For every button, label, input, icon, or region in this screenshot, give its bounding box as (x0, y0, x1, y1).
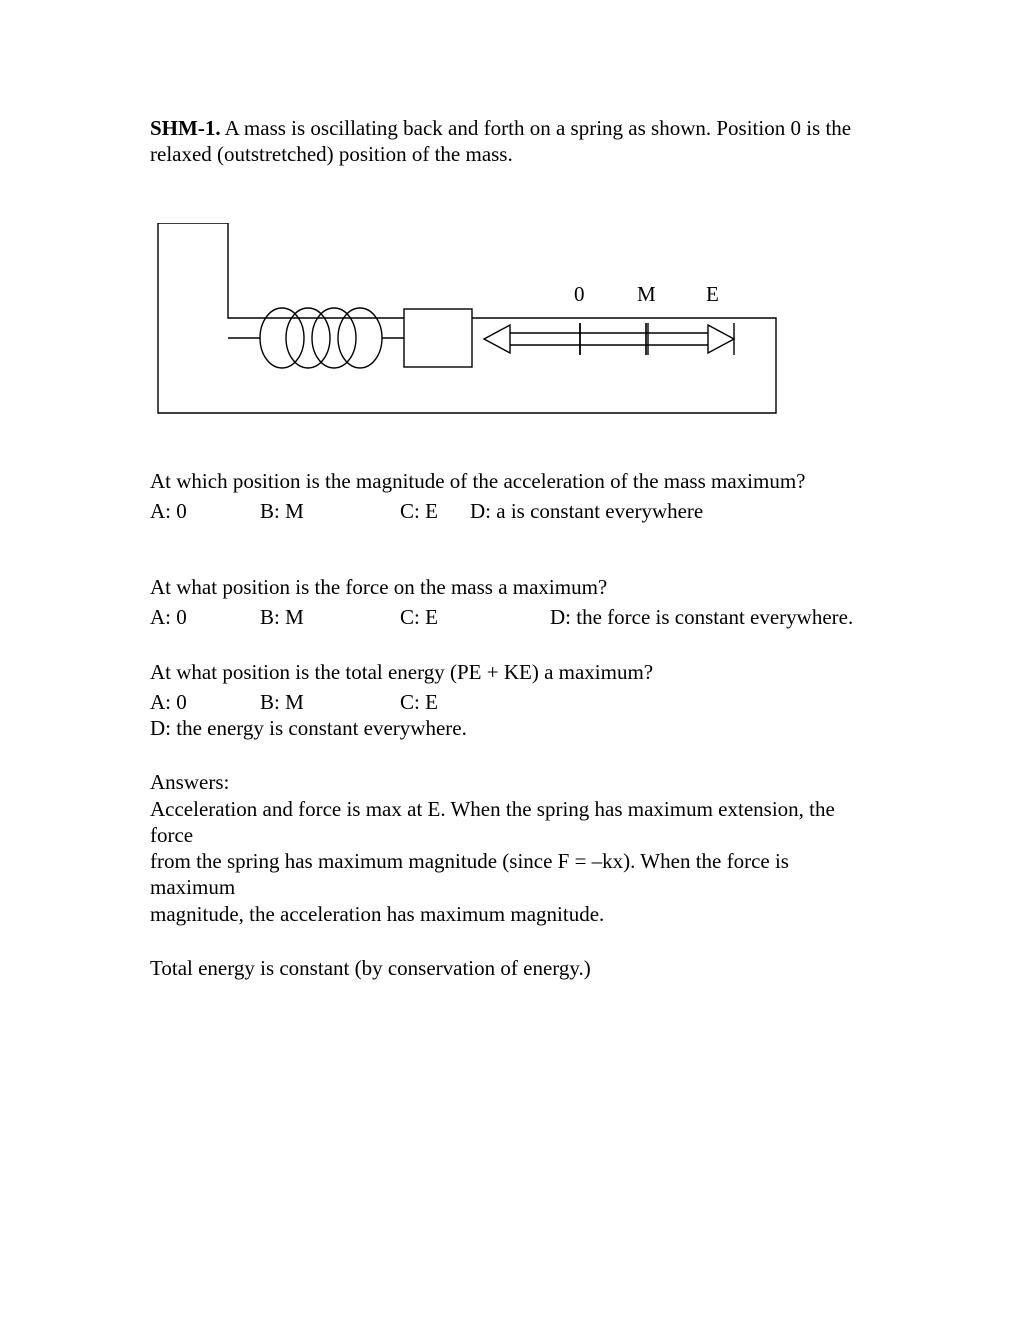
content-area: SHM-1. A mass is oscillating back and fo… (150, 115, 870, 981)
q3-prompt: At what position is the total energy (PE… (150, 659, 870, 685)
q2-opt-a: A: 0 (150, 604, 260, 630)
spring-mass-diagram: 0 M E (150, 223, 790, 428)
q3-opt-c: C: E (400, 689, 438, 715)
q3-opt-b: B: M (260, 689, 400, 715)
answers-line4: Total energy is constant (by conservatio… (150, 955, 870, 981)
intro-line2: relaxed (outstretched) position of the m… (150, 142, 513, 166)
page: SHM-1. A mass is oscillating back and fo… (0, 0, 1020, 1320)
q1-opt-a: A: 0 (150, 498, 260, 524)
q2-opt-c: C: E (400, 604, 550, 630)
diagram-svg: 0 M E (150, 223, 790, 428)
intro-paragraph: SHM-1. A mass is oscillating back and fo… (150, 115, 870, 168)
problem-label: SHM-1. (150, 116, 221, 140)
q3-opt-d: D: the energy is constant everywhere. (150, 715, 870, 741)
answers-line1: Acceleration and force is max at E. When… (150, 796, 870, 849)
answers-line2: from the spring has maximum magnitude (s… (150, 848, 870, 901)
diagram-label-M: M (637, 282, 656, 306)
q2-prompt: At what position is the force on the mas… (150, 574, 870, 600)
q3-options-row1: A: 0 B: M C: E (150, 689, 870, 715)
q2-options: A: 0 B: M C: E D: the force is constant … (150, 604, 870, 630)
q1-opt-b: B: M (260, 498, 400, 524)
answers-heading: Answers: (150, 769, 870, 795)
q1-prompt: At which position is the magnitude of th… (150, 468, 870, 494)
diagram-label-E: E (706, 282, 719, 306)
answers-line3: magnitude, the acceleration has maximum … (150, 901, 870, 927)
q1-opt-c: C: E (400, 498, 470, 524)
q2-opt-b: B: M (260, 604, 400, 630)
q3-opt-a: A: 0 (150, 689, 260, 715)
q2-opt-d: D: the force is constant everywhere. (550, 604, 853, 630)
intro-line1: A mass is oscillating back and forth on … (221, 116, 852, 140)
q1-options: A: 0 B: M C: E D: a is constant everywhe… (150, 498, 870, 524)
q1-opt-d: D: a is constant everywhere (470, 498, 703, 524)
diagram-label-0: 0 (574, 282, 585, 306)
